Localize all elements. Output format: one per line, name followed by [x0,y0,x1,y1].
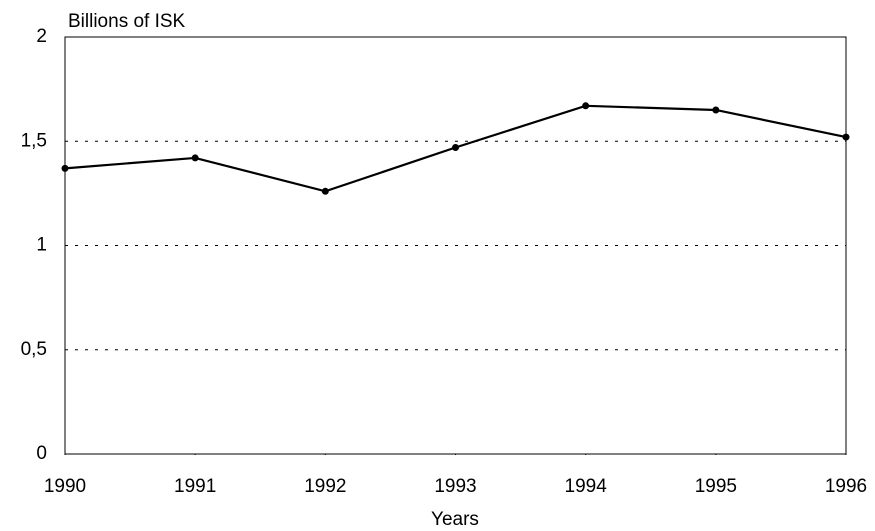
y-tick-label: 1,5 [21,130,47,151]
x-tick-label: 1990 [44,476,86,497]
point [321,187,329,195]
y-tick-label: 0,5 [21,339,47,360]
y-axis-title: Billions of ISK [68,11,186,32]
x-tick-label: 1995 [695,476,737,497]
y-tick-label: 2 [36,26,47,47]
x-tick-label: 1993 [434,476,476,497]
plot-frame [64,36,847,455]
x-axis-title: Years [431,509,479,530]
point [582,102,590,110]
point [452,144,459,152]
x-tick-label: 1991 [174,476,216,497]
x-tick-label: 1994 [565,476,608,497]
point [842,133,850,141]
x-tick-label: 1992 [304,476,346,497]
y-tick-label: 0 [36,443,47,464]
point [61,164,69,172]
point [191,154,199,162]
y-tick-label: 1 [36,235,47,256]
point [712,106,720,114]
x-tick-label: 1996 [825,476,867,497]
